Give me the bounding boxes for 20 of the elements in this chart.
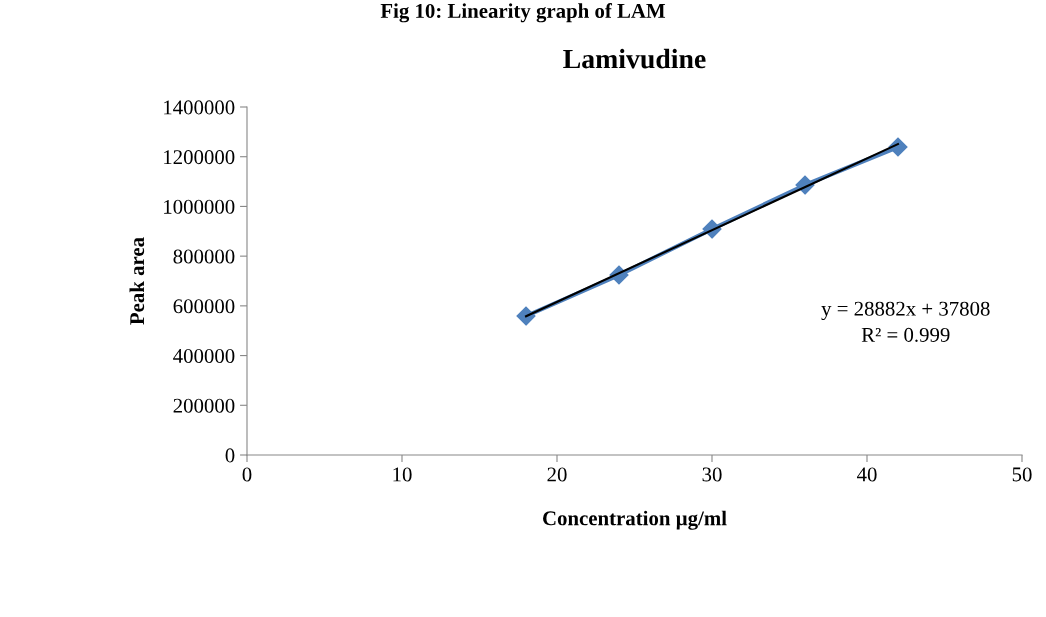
x-tick-label: 0 <box>242 467 252 482</box>
x-tick-label: 10 <box>393 467 412 482</box>
y-axis-title: Peak area <box>129 237 145 325</box>
y-tick-label: 1400000 <box>164 100 235 115</box>
annotation: y = 28882x + 37808 <box>821 301 990 321</box>
x-tick-label: 40 <box>856 467 877 482</box>
y-tick-label: 1200000 <box>164 150 235 165</box>
x-tick-label: 20 <box>547 467 567 482</box>
chart-title: Lamivudine <box>563 48 706 69</box>
caption: Fig 10: Linearity graph of LAM <box>380 3 666 23</box>
y-tick-label: 400000 <box>173 348 235 363</box>
x-tick-label: 50 <box>1012 467 1032 482</box>
y-tick-label: 1000000 <box>164 199 235 214</box>
y-tick-label: 600000 <box>173 299 235 314</box>
annotation: R² = 0.999 <box>861 327 950 342</box>
y-tick-label: 200000 <box>173 398 235 413</box>
y-tick-label: 0 <box>225 448 235 463</box>
x-axis-title: Concentration µg/ml <box>543 510 727 530</box>
y-tick-label: 800000 <box>173 249 235 264</box>
x-tick-label: 30 <box>702 467 722 482</box>
